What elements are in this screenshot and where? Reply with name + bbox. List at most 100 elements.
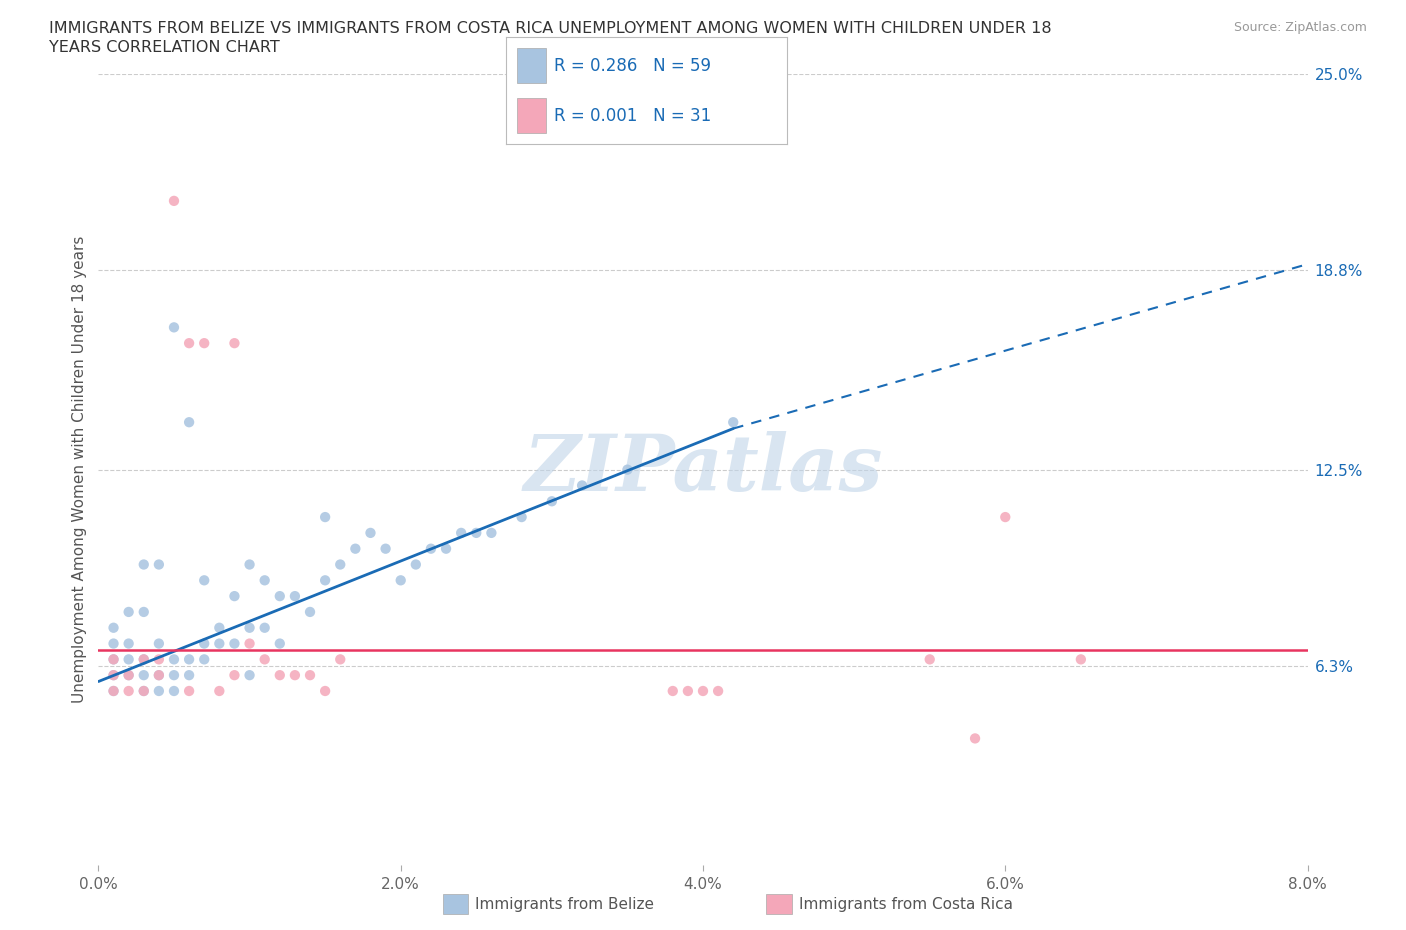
Text: ZIPatlas: ZIPatlas — [523, 432, 883, 508]
Point — [163, 193, 186, 208]
Point — [118, 668, 141, 683]
FancyBboxPatch shape — [517, 48, 546, 83]
Point — [163, 320, 186, 335]
Point — [450, 525, 472, 540]
Point — [163, 668, 186, 683]
Point — [208, 636, 231, 651]
Text: R = 0.001   N = 31: R = 0.001 N = 31 — [554, 107, 711, 125]
Point — [239, 668, 262, 683]
FancyBboxPatch shape — [517, 99, 546, 134]
Point — [299, 604, 322, 619]
Text: R = 0.286   N = 59: R = 0.286 N = 59 — [554, 57, 711, 74]
Text: Immigrants from Costa Rica: Immigrants from Costa Rica — [799, 897, 1012, 912]
Point — [148, 684, 170, 698]
Point — [434, 541, 457, 556]
Point — [239, 636, 262, 651]
Text: IMMIGRANTS FROM BELIZE VS IMMIGRANTS FROM COSTA RICA UNEMPLOYMENT AMONG WOMEN WI: IMMIGRANTS FROM BELIZE VS IMMIGRANTS FRO… — [49, 21, 1052, 36]
Point — [329, 557, 352, 572]
Point — [540, 494, 562, 509]
Point — [405, 557, 427, 572]
Point — [179, 684, 201, 698]
Point — [179, 652, 201, 667]
Point — [239, 620, 262, 635]
Point — [193, 336, 215, 351]
Point — [253, 620, 276, 635]
Point — [284, 668, 307, 683]
Text: YEARS CORRELATION CHART: YEARS CORRELATION CHART — [49, 40, 280, 55]
Point — [1070, 652, 1092, 667]
Point — [103, 684, 125, 698]
Point — [103, 652, 125, 667]
Point — [179, 336, 201, 351]
Point — [676, 684, 699, 698]
Point — [224, 336, 246, 351]
Point — [224, 589, 246, 604]
Point — [269, 668, 291, 683]
Point — [148, 668, 170, 683]
Point — [661, 684, 683, 698]
Point — [269, 589, 291, 604]
Point — [360, 525, 382, 540]
Point — [148, 557, 170, 572]
Y-axis label: Unemployment Among Women with Children Under 18 years: Unemployment Among Women with Children U… — [72, 236, 87, 703]
Text: Source: ZipAtlas.com: Source: ZipAtlas.com — [1233, 21, 1367, 34]
Point — [510, 510, 533, 525]
Point — [118, 652, 141, 667]
Point — [148, 636, 170, 651]
Point — [163, 684, 186, 698]
Point — [918, 652, 941, 667]
Point — [118, 604, 141, 619]
Point — [481, 525, 503, 540]
Point — [193, 636, 215, 651]
Point — [193, 652, 215, 667]
Point — [344, 541, 367, 556]
Point — [224, 668, 246, 683]
Point — [148, 652, 170, 667]
Point — [224, 636, 246, 651]
Point — [420, 541, 443, 556]
Point — [239, 557, 262, 572]
Point — [179, 668, 201, 683]
Point — [132, 557, 155, 572]
Point — [616, 462, 638, 477]
Point — [723, 415, 745, 430]
Point — [179, 415, 201, 430]
Point — [314, 510, 336, 525]
Point — [132, 652, 155, 667]
Point — [103, 668, 125, 683]
Point — [103, 636, 125, 651]
Point — [329, 652, 352, 667]
Point — [389, 573, 412, 588]
Point — [103, 652, 125, 667]
Point — [253, 652, 276, 667]
Point — [284, 589, 307, 604]
Point — [208, 620, 231, 635]
Point — [193, 573, 215, 588]
Point — [994, 510, 1017, 525]
Point — [132, 652, 155, 667]
Point — [103, 668, 125, 683]
Point — [465, 525, 488, 540]
Point — [132, 684, 155, 698]
Point — [118, 636, 141, 651]
Point — [132, 668, 155, 683]
Point — [299, 668, 322, 683]
Point — [163, 652, 186, 667]
Text: Immigrants from Belize: Immigrants from Belize — [475, 897, 654, 912]
Point — [314, 684, 336, 698]
Point — [571, 478, 593, 493]
Point — [314, 573, 336, 588]
Point — [208, 684, 231, 698]
Point — [132, 684, 155, 698]
Point — [965, 731, 987, 746]
Point — [132, 604, 155, 619]
Point — [374, 541, 396, 556]
Point — [103, 684, 125, 698]
Point — [269, 636, 291, 651]
Point — [118, 684, 141, 698]
Point — [103, 620, 125, 635]
Point — [118, 668, 141, 683]
Point — [707, 684, 730, 698]
Point — [253, 573, 276, 588]
Point — [692, 684, 714, 698]
